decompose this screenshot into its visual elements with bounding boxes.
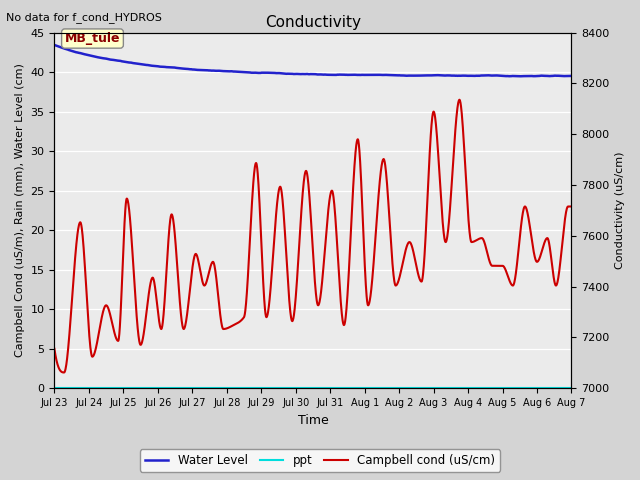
ppt — [568, 385, 575, 391]
Campbell cond (uS/cm) — [289, 318, 296, 324]
ppt — [555, 385, 563, 391]
Water Level — [330, 72, 338, 78]
Water Level — [51, 42, 58, 48]
Campbell cond (uS/cm) — [302, 168, 310, 174]
Water Level — [556, 73, 564, 79]
Campbell cond (uS/cm) — [458, 114, 466, 120]
Title: Conductivity: Conductivity — [265, 15, 361, 30]
Y-axis label: Conductivity (uS/cm): Conductivity (uS/cm) — [615, 152, 625, 269]
Water Level — [474, 73, 482, 79]
X-axis label: Time: Time — [298, 414, 328, 427]
ppt — [330, 385, 338, 391]
Water Level — [296, 71, 304, 77]
Water Level — [568, 73, 575, 79]
Water Level — [300, 71, 307, 77]
ppt — [474, 385, 482, 391]
Campbell cond (uS/cm) — [553, 281, 561, 287]
ppt — [358, 385, 366, 391]
Water Level — [358, 72, 366, 78]
Campbell cond (uS/cm) — [568, 204, 575, 209]
Legend: Water Level, ppt, Campbell cond (uS/cm): Water Level, ppt, Campbell cond (uS/cm) — [140, 449, 500, 472]
Campbell cond (uS/cm) — [60, 370, 68, 375]
ppt — [296, 385, 304, 391]
Y-axis label: Campbell Cond (uS/m), Rain (mm), Water Level (cm): Campbell Cond (uS/m), Rain (mm), Water L… — [15, 63, 25, 358]
Campbell cond (uS/cm) — [51, 346, 58, 352]
Line: Water Level: Water Level — [54, 45, 572, 76]
Campbell cond (uS/cm) — [553, 282, 561, 288]
Campbell cond (uS/cm) — [77, 221, 85, 227]
Line: Campbell cond (uS/cm): Campbell cond (uS/cm) — [54, 100, 572, 372]
Water Level — [514, 73, 522, 79]
ppt — [51, 385, 58, 391]
Campbell cond (uS/cm) — [456, 97, 463, 103]
ppt — [300, 385, 307, 391]
Text: MB_tule: MB_tule — [65, 32, 120, 45]
Text: No data for f_cond_HYDROS: No data for f_cond_HYDROS — [6, 12, 163, 23]
